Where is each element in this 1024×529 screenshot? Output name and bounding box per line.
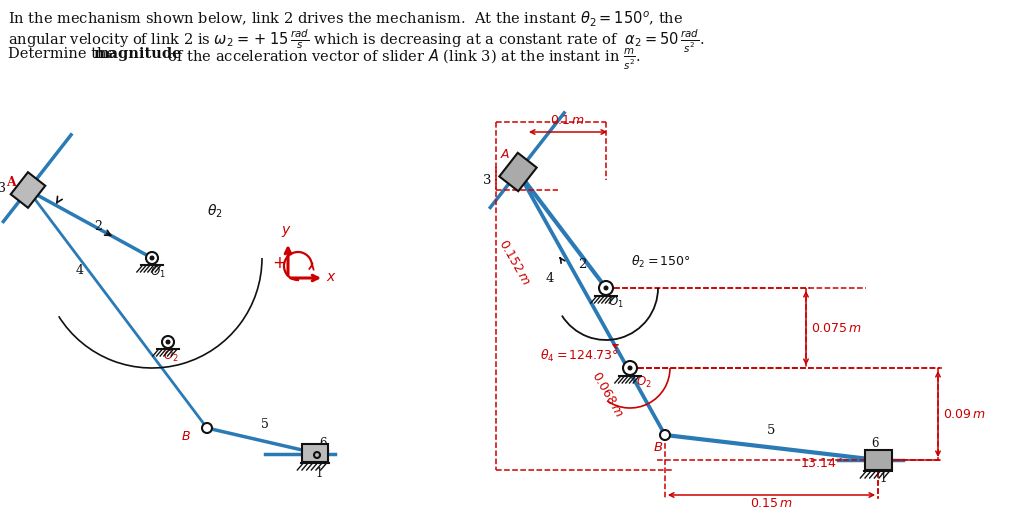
Text: $B$: $B$ bbox=[653, 441, 664, 454]
Text: $x$: $x$ bbox=[326, 270, 337, 284]
Text: In the mechanism shown below, link 2 drives the mechanism.  At the instant $\the: In the mechanism shown below, link 2 dri… bbox=[8, 10, 683, 29]
Circle shape bbox=[628, 366, 632, 370]
Text: 5: 5 bbox=[261, 418, 269, 432]
Text: 2: 2 bbox=[578, 258, 587, 271]
Text: 4: 4 bbox=[76, 264, 84, 277]
Circle shape bbox=[202, 423, 212, 433]
Circle shape bbox=[604, 286, 608, 290]
Text: angular velocity of link 2 is $\omega_2 = +15\,\frac{rad}{s}$ which is decreasin: angular velocity of link 2 is $\omega_2 … bbox=[8, 28, 705, 55]
Bar bbox=[864, 450, 892, 470]
Circle shape bbox=[166, 340, 170, 344]
Text: $\theta_2$: $\theta_2$ bbox=[207, 203, 222, 221]
Circle shape bbox=[623, 361, 637, 375]
Text: $+$: $+$ bbox=[272, 255, 286, 272]
Text: C: C bbox=[321, 449, 329, 458]
Text: $0.1\,m$: $0.1\,m$ bbox=[550, 114, 586, 127]
Text: 4: 4 bbox=[546, 272, 554, 285]
Bar bbox=[500, 153, 537, 191]
Text: $O_1$: $O_1$ bbox=[150, 265, 166, 280]
Text: 2: 2 bbox=[94, 220, 101, 233]
Circle shape bbox=[314, 452, 319, 458]
Text: $0.075\,m$: $0.075\,m$ bbox=[811, 322, 862, 334]
Text: $O_2$: $O_2$ bbox=[636, 375, 651, 390]
Text: 3: 3 bbox=[483, 174, 492, 187]
Text: $O_2$: $O_2$ bbox=[163, 349, 178, 364]
Text: $y$: $y$ bbox=[281, 224, 292, 239]
Text: $B$: $B$ bbox=[181, 430, 190, 443]
Text: $0.152\,m$: $0.152\,m$ bbox=[496, 237, 532, 288]
Circle shape bbox=[660, 430, 670, 440]
Text: $A$: $A$ bbox=[500, 148, 510, 161]
Bar bbox=[10, 172, 45, 208]
Text: $\theta_4 = 124.73°$: $\theta_4 = 124.73°$ bbox=[540, 348, 618, 364]
Circle shape bbox=[151, 256, 154, 260]
Text: magnitude: magnitude bbox=[93, 47, 181, 61]
Text: Determine the: Determine the bbox=[8, 47, 120, 61]
Text: of the acceleration vector of slider $A$ (link 3) at the instant in $\frac{m}{s^: of the acceleration vector of slider $A$… bbox=[163, 47, 641, 72]
Circle shape bbox=[599, 281, 613, 295]
Text: 5: 5 bbox=[767, 424, 775, 436]
Bar bbox=[302, 444, 328, 462]
Text: 1: 1 bbox=[880, 472, 888, 485]
Text: $\theta_2 = 150°$: $\theta_2 = 150°$ bbox=[631, 254, 691, 270]
Circle shape bbox=[146, 252, 158, 264]
Text: 1: 1 bbox=[316, 467, 324, 480]
Text: $O_1$: $O_1$ bbox=[608, 295, 624, 310]
Text: 6: 6 bbox=[871, 437, 879, 450]
Text: $0.15\,m$: $0.15\,m$ bbox=[750, 497, 794, 510]
Text: 6: 6 bbox=[319, 437, 327, 450]
Text: 3: 3 bbox=[0, 182, 6, 195]
Text: $0.09\,m$: $0.09\,m$ bbox=[943, 407, 986, 421]
Text: $0.068\,m$: $0.068\,m$ bbox=[589, 369, 626, 419]
Text: A: A bbox=[6, 176, 15, 189]
Text: $13.14^\circ$: $13.14^\circ$ bbox=[800, 458, 844, 471]
Circle shape bbox=[162, 336, 174, 348]
